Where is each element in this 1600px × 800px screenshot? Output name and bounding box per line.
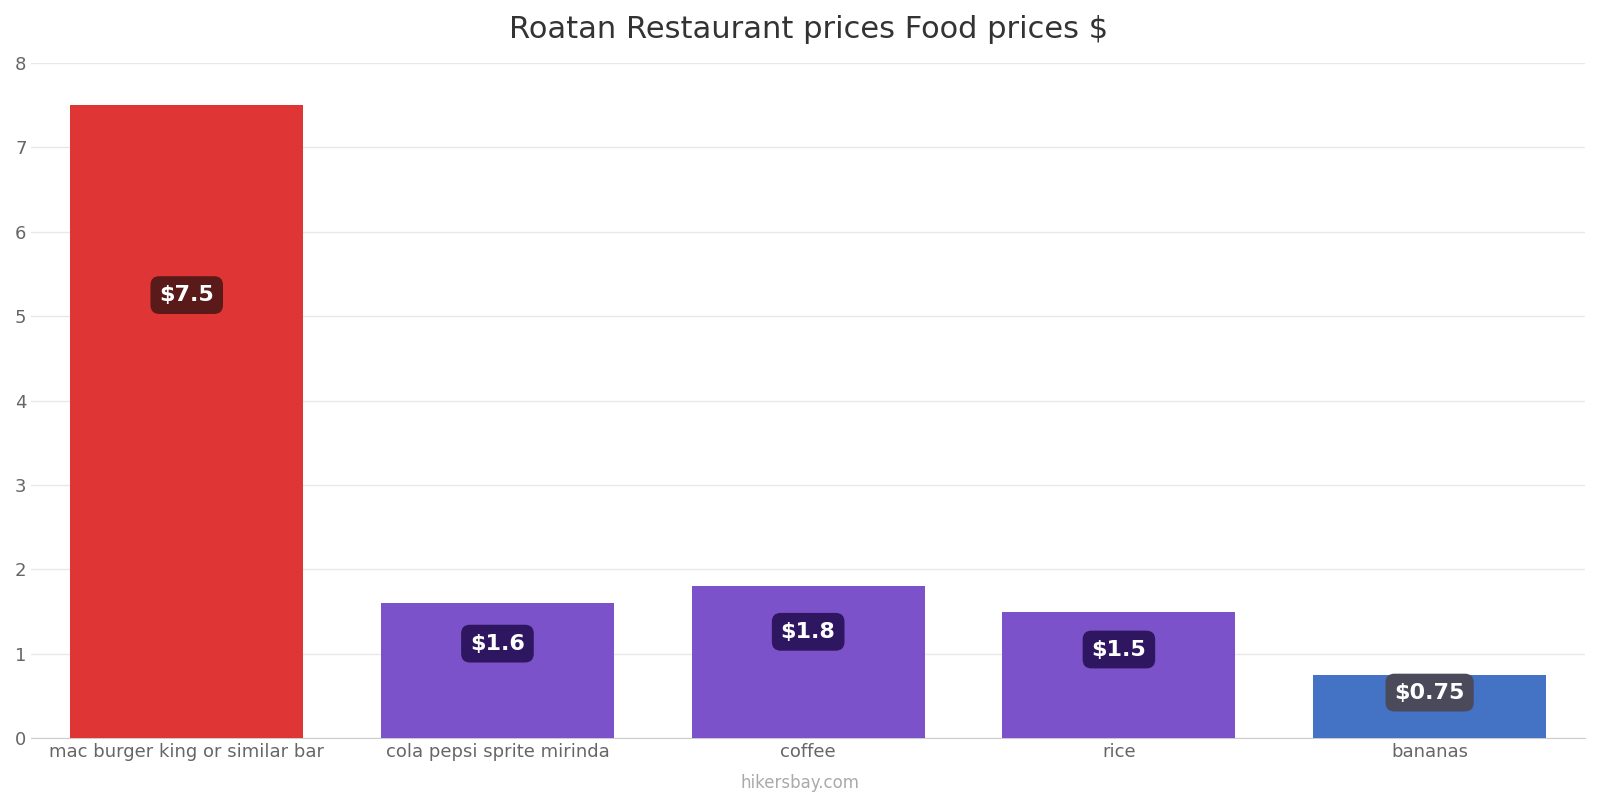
Bar bbox=[1002, 611, 1235, 738]
Text: $1.5: $1.5 bbox=[1091, 639, 1146, 659]
Bar bbox=[1314, 675, 1546, 738]
Bar bbox=[691, 586, 925, 738]
Text: hikersbay.com: hikersbay.com bbox=[741, 774, 859, 792]
Text: $1.6: $1.6 bbox=[470, 634, 525, 654]
Bar bbox=[70, 105, 304, 738]
Bar bbox=[381, 603, 614, 738]
Text: $1.8: $1.8 bbox=[781, 622, 835, 642]
Title: Roatan Restaurant prices Food prices $: Roatan Restaurant prices Food prices $ bbox=[509, 15, 1107, 44]
Text: $7.5: $7.5 bbox=[160, 285, 214, 305]
Text: $0.75: $0.75 bbox=[1395, 682, 1466, 702]
